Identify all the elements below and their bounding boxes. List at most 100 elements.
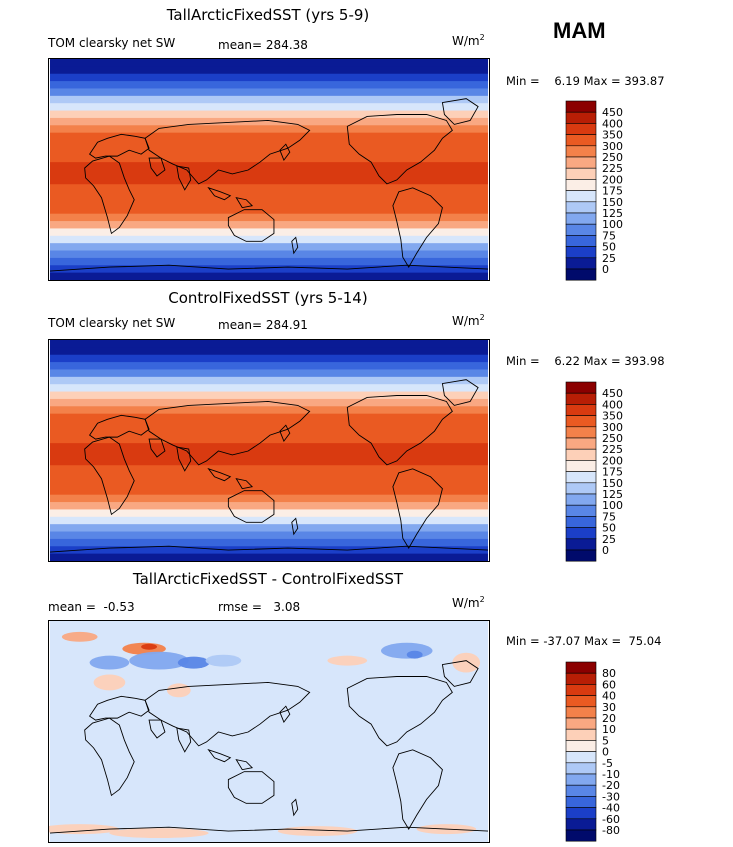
anomaly-patch	[277, 826, 358, 837]
coastline	[148, 719, 192, 753]
coastline	[279, 705, 291, 723]
colorbar-tick-label: 200	[602, 173, 623, 186]
coastline	[392, 749, 443, 830]
anomaly-patch	[61, 631, 98, 642]
panel-1-units: W/m2	[452, 33, 485, 48]
colorbar-swatch	[565, 437, 597, 450]
panel-3-min-label: Min =	[506, 634, 540, 648]
panel-3-anomalies	[49, 631, 481, 839]
panel-2-mean: mean= 284.91	[218, 318, 308, 332]
panel-1-min-value: 6.19	[554, 74, 580, 88]
colorbar-swatch	[565, 257, 597, 270]
anomaly-patch	[109, 828, 209, 839]
lat-band	[49, 228, 489, 237]
panel-3-min-value: -37.07	[543, 634, 581, 648]
colorbar-tick-label: 175	[602, 185, 623, 198]
colorbar-tick-label: 25	[602, 533, 616, 546]
colorbar-tick-label: 350	[602, 129, 623, 142]
colorbar-swatch	[565, 268, 597, 281]
coastline	[441, 379, 479, 406]
anomaly-patch	[89, 655, 130, 670]
panel-2-minmax: Min = 6.22 Max = 393.98	[506, 354, 665, 368]
colorbar-swatch	[565, 381, 597, 394]
panel-1-units-sup: 2	[479, 33, 485, 42]
panel-3-units-base: W/m	[452, 596, 480, 610]
lat-band	[49, 465, 489, 474]
colorbar-tick-label: 450	[602, 106, 623, 119]
colorbar-tick-label: 20	[602, 712, 616, 725]
colorbar-swatch	[565, 728, 597, 741]
panel-1-title: TallArcticFixedSST (yrs 5-9)	[166, 6, 370, 24]
coastline	[441, 98, 479, 125]
lat-band	[49, 516, 489, 525]
panel-3-rmse-value: 3.08	[273, 600, 301, 614]
colorbar-tick-label: 225	[602, 162, 623, 175]
panel-1-map	[48, 58, 490, 281]
colorbar-tick-label: 80	[602, 667, 616, 680]
colorbar-tick-label: 125	[602, 488, 623, 501]
colorbar-swatch	[565, 706, 597, 719]
coastline	[207, 748, 254, 771]
coastline	[84, 436, 135, 516]
colorbar-tick-label: 50	[602, 522, 616, 535]
panel-1-units-base: W/m	[452, 34, 480, 48]
colorbar-tick-label: 0	[602, 746, 609, 759]
anomaly-patch	[93, 674, 126, 691]
panel-1-variable: TOM clearsky net SW	[48, 36, 176, 50]
lat-band	[49, 250, 489, 259]
colorbar-swatch	[565, 471, 597, 484]
colorbar-swatch	[565, 516, 597, 528]
anomaly-patch	[452, 652, 481, 673]
colorbar-tick-label: 50	[602, 241, 616, 254]
colorbar-tick-label: 400	[602, 398, 623, 411]
colorbar-swatch	[565, 684, 597, 696]
colorbar-swatch	[565, 796, 597, 808]
lat-band	[49, 362, 489, 371]
colorbar-swatch	[565, 751, 597, 764]
lat-band	[49, 132, 489, 141]
coastline	[89, 133, 150, 159]
coastline	[346, 676, 453, 747]
colorbar-tick-label: 0	[602, 263, 609, 276]
lat-band	[49, 524, 489, 533]
lat-band	[49, 103, 489, 112]
colorbar-tick-label: -5	[602, 757, 613, 770]
panel-2-min-label: Min =	[506, 354, 540, 368]
panel-1-bands	[49, 59, 489, 280]
lat-band	[49, 472, 489, 481]
colorbar-swatch	[565, 167, 597, 180]
lat-band	[49, 502, 489, 511]
colorbar-tick-label: 225	[602, 443, 623, 456]
colorbar-tick-label: 75	[602, 229, 616, 242]
coastline	[148, 438, 192, 472]
lat-band	[49, 265, 489, 274]
colorbar-swatch	[565, 818, 597, 831]
lat-band	[49, 347, 489, 356]
colorbar-swatch	[565, 807, 597, 820]
coastline	[441, 660, 479, 687]
lat-band	[49, 546, 489, 555]
coastline	[346, 114, 453, 185]
panel-2-units-base: W/m	[452, 314, 480, 328]
colorbar-swatch	[565, 695, 597, 708]
colorbar-swatch	[565, 504, 597, 517]
lat-band	[49, 206, 489, 215]
lat-band	[49, 257, 489, 266]
colorbar-swatch	[565, 190, 597, 203]
coastline	[279, 424, 291, 442]
colorbar-tick-label: 10	[602, 723, 616, 736]
colorbar-tick-label: 40	[602, 690, 616, 703]
colorbar-tick-label: -30	[602, 790, 620, 803]
lat-band	[49, 450, 489, 459]
lat-band	[49, 176, 489, 185]
colorbar-tick-label: -20	[602, 779, 620, 792]
coastline	[346, 395, 453, 466]
lat-band	[49, 457, 489, 466]
colorbar-swatch	[565, 123, 597, 135]
colorbar-tick-label: 100	[602, 218, 623, 231]
panel-2-units-sup: 2	[479, 313, 485, 322]
coastline	[392, 468, 443, 549]
